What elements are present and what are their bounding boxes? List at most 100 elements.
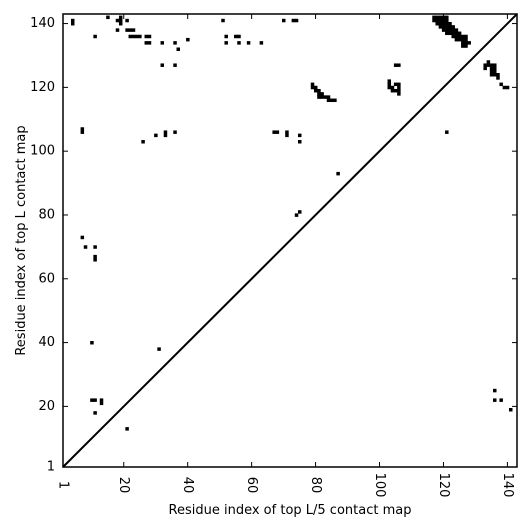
contact-cell bbox=[457, 34, 462, 39]
contact-cell bbox=[489, 69, 494, 74]
x-tick-label: 60 bbox=[244, 477, 259, 494]
contact-cell bbox=[99, 401, 104, 406]
x-tick-label: 1 bbox=[56, 481, 71, 489]
contact-cell bbox=[493, 388, 497, 393]
contact-cell bbox=[320, 92, 324, 96]
y-tick-label: 80 bbox=[38, 207, 55, 222]
contact-cell bbox=[125, 427, 129, 431]
y-tick-label: 140 bbox=[30, 16, 55, 31]
contact-cell bbox=[441, 25, 446, 29]
contact-cell bbox=[323, 95, 328, 99]
contact-cell bbox=[438, 21, 443, 26]
contact-cell bbox=[297, 210, 302, 214]
contact-cell bbox=[131, 34, 136, 39]
contact-cell bbox=[118, 15, 123, 20]
contact-cell bbox=[454, 37, 459, 42]
contact-cell bbox=[246, 41, 251, 45]
contact-cell bbox=[285, 130, 289, 134]
contact-cell bbox=[499, 398, 503, 402]
contact-cell bbox=[445, 18, 449, 23]
contact-cell bbox=[435, 18, 439, 23]
contact-cell bbox=[310, 82, 315, 87]
contact-cell bbox=[173, 63, 177, 67]
contact-cell bbox=[125, 18, 129, 23]
contact-cell bbox=[448, 28, 452, 32]
x-axis: 1 20 40 60 80 100 120 140 bbox=[56, 14, 515, 497]
contact-cell bbox=[445, 15, 449, 20]
contact-cell bbox=[390, 85, 395, 90]
contact-cell bbox=[118, 18, 123, 23]
contact-cell bbox=[451, 25, 455, 29]
contact-cell bbox=[393, 82, 398, 87]
contact-cell bbox=[493, 63, 497, 67]
contact-cell bbox=[115, 18, 120, 23]
contact-cell bbox=[291, 18, 296, 23]
contact-cell bbox=[147, 34, 152, 39]
contact-cell bbox=[464, 41, 468, 45]
contact-cell bbox=[333, 98, 337, 103]
contact-cell bbox=[496, 73, 500, 77]
contact-cell bbox=[329, 98, 334, 103]
contact-cell bbox=[115, 28, 120, 32]
contact-cell bbox=[441, 21, 446, 26]
contact-cell bbox=[461, 34, 465, 39]
contact-cell bbox=[397, 63, 401, 67]
contact-cell bbox=[438, 15, 443, 20]
contact-cell bbox=[493, 69, 497, 74]
contact-cell bbox=[387, 82, 392, 87]
contact-cell bbox=[493, 398, 497, 402]
contact-cell bbox=[93, 254, 97, 259]
y-tick-label: 40 bbox=[38, 335, 55, 350]
contact-cell bbox=[317, 88, 321, 93]
contact-cell bbox=[489, 73, 494, 77]
contact-cell bbox=[509, 407, 513, 412]
contact-cell bbox=[486, 63, 491, 67]
contact-cell bbox=[138, 34, 142, 39]
contact-cell bbox=[489, 63, 494, 67]
contact-cell bbox=[397, 82, 401, 87]
contact-cell bbox=[445, 28, 449, 32]
contact-cell bbox=[310, 85, 315, 90]
x-tick-label: 140 bbox=[500, 473, 515, 498]
contact-cell bbox=[464, 44, 468, 48]
contact-cell bbox=[317, 92, 321, 96]
contact-cell bbox=[275, 130, 280, 134]
contact-cell bbox=[80, 130, 85, 134]
contact-cell bbox=[125, 28, 129, 32]
contact-cell bbox=[489, 66, 494, 71]
contact-cell bbox=[144, 41, 149, 45]
contact-cell bbox=[163, 133, 168, 138]
contact-cell bbox=[387, 85, 392, 90]
contact-cell bbox=[336, 171, 340, 176]
y-tick-label: 60 bbox=[38, 271, 55, 286]
contact-cell bbox=[448, 21, 452, 26]
contact-cell bbox=[313, 88, 318, 93]
x-tick-label: 40 bbox=[180, 477, 195, 494]
contact-cell bbox=[128, 28, 133, 32]
contact-cell bbox=[393, 88, 398, 93]
contact-cell bbox=[435, 15, 439, 20]
contact-cell bbox=[387, 79, 392, 83]
y-tick-label: 1 bbox=[47, 460, 55, 475]
contact-cells bbox=[70, 15, 513, 431]
contact-cell bbox=[106, 15, 110, 20]
contact-cell bbox=[234, 34, 238, 39]
contact-cell bbox=[297, 140, 302, 144]
contact-cell bbox=[173, 130, 177, 134]
contact-cell bbox=[326, 98, 331, 103]
contact-cell bbox=[134, 34, 139, 39]
contact-cell bbox=[317, 95, 321, 99]
contact-cell bbox=[505, 85, 510, 90]
x-tick-label: 20 bbox=[116, 477, 131, 494]
contact-cell bbox=[160, 41, 165, 45]
contact-cell bbox=[441, 28, 446, 32]
contact-cell bbox=[163, 130, 168, 134]
contact-cell bbox=[451, 31, 455, 36]
plot-frame bbox=[62, 13, 518, 468]
contact-cell bbox=[435, 21, 439, 26]
x-tick-label: 120 bbox=[436, 473, 451, 498]
contact-cell bbox=[259, 41, 264, 45]
contact-cell bbox=[221, 18, 225, 23]
contact-cell bbox=[131, 28, 136, 32]
contact-cell bbox=[90, 340, 94, 345]
